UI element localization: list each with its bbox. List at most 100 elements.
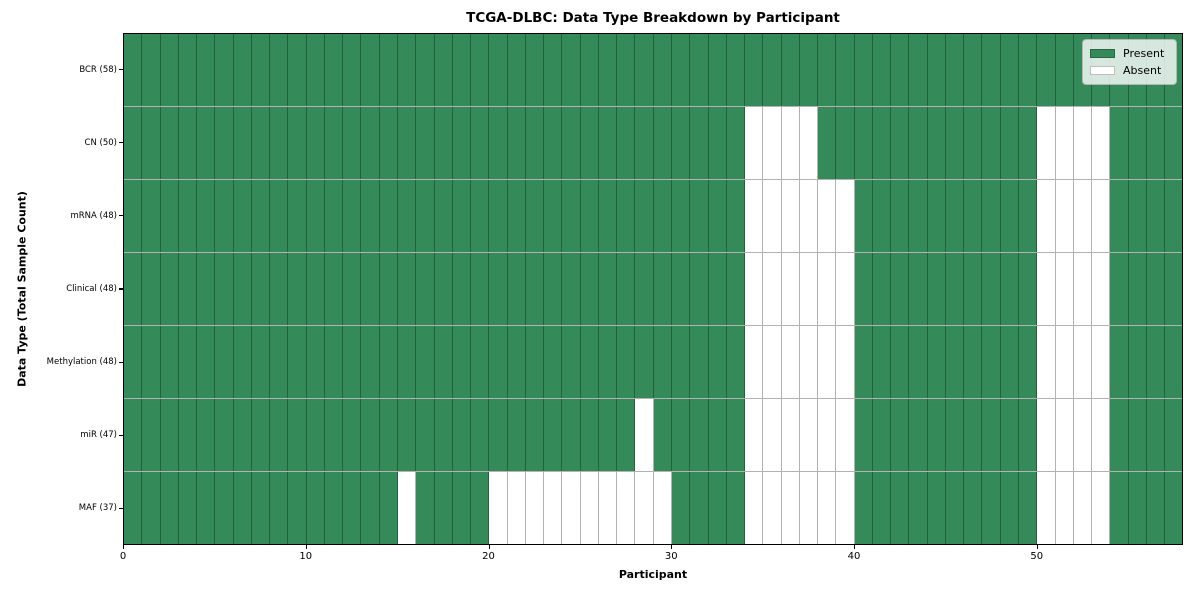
heatmap-cell — [251, 326, 271, 398]
heatmap-cell — [982, 399, 1001, 471]
heatmap-cell — [197, 326, 216, 398]
heatmap-cell — [745, 34, 764, 106]
heatmap-cell — [1055, 180, 1074, 252]
heatmap-cell — [945, 34, 965, 106]
heatmap-cell — [215, 34, 234, 106]
heatmap-cell — [891, 253, 910, 325]
heatmap-row-miR — [124, 399, 1183, 472]
heatmap-cell — [726, 107, 746, 179]
heatmap-cell — [379, 34, 398, 106]
heatmap-cell — [1128, 180, 1147, 252]
heatmap-cell — [690, 326, 709, 398]
plot-area — [123, 33, 1183, 545]
heatmap-cell — [1110, 472, 1129, 544]
heatmap-cell — [343, 107, 362, 179]
heatmap-cell — [215, 253, 234, 325]
heatmap-cell — [580, 34, 599, 106]
heatmap-cell — [763, 326, 782, 398]
heatmap-cell — [306, 399, 325, 471]
heatmap-cell — [799, 34, 819, 106]
legend-item-absent: Absent — [1090, 62, 1169, 79]
heatmap-cell — [763, 399, 782, 471]
heatmap-cell — [653, 472, 672, 544]
x-tick-label: 20 — [482, 551, 495, 562]
x-tick — [854, 545, 856, 549]
heatmap-cell — [361, 107, 380, 179]
heatmap-cell — [1110, 399, 1129, 471]
heatmap-cell — [726, 34, 746, 106]
y-tick — [119, 142, 123, 144]
heatmap-cell — [416, 472, 435, 544]
heatmap-cell — [142, 180, 161, 252]
heatmap-cell — [1128, 472, 1147, 544]
heatmap-cell — [525, 399, 545, 471]
heatmap-cell — [452, 399, 472, 471]
heatmap-cell — [1073, 253, 1093, 325]
heatmap-cell — [799, 107, 819, 179]
heatmap-cell — [763, 472, 782, 544]
heatmap-cell — [178, 399, 198, 471]
heatmap-cell — [1037, 253, 1056, 325]
heatmap-cell — [160, 107, 179, 179]
heatmap-cell — [288, 107, 307, 179]
heatmap-cell — [324, 399, 344, 471]
heatmap-cell — [690, 107, 709, 179]
heatmap-cell — [671, 107, 691, 179]
heatmap-cell — [927, 253, 946, 325]
x-tick — [123, 545, 125, 549]
heatmap-cell — [690, 180, 709, 252]
heatmap-cell — [142, 253, 161, 325]
heatmap-cell — [397, 399, 417, 471]
heatmap-cell — [726, 180, 746, 252]
y-axis-label: Data Type (Total Sample Count) — [15, 191, 29, 387]
heatmap-cell — [397, 180, 417, 252]
heatmap-cell — [671, 253, 691, 325]
heatmap-cell — [142, 326, 161, 398]
legend-item-present: Present — [1090, 45, 1169, 62]
heatmap-cell — [635, 472, 654, 544]
heatmap-cell — [270, 253, 289, 325]
heatmap-cell — [1019, 253, 1038, 325]
heatmap-cell — [891, 34, 910, 106]
heatmap-cell — [598, 107, 618, 179]
heatmap-cell — [635, 107, 654, 179]
heatmap-cell — [197, 399, 216, 471]
heatmap-cell — [964, 399, 983, 471]
heatmap-cell — [233, 399, 252, 471]
heatmap-cell — [544, 180, 563, 252]
heatmap-cell — [178, 326, 198, 398]
heatmap-cell — [653, 326, 672, 398]
heatmap-cell — [781, 326, 800, 398]
heatmap-cell — [434, 107, 453, 179]
heatmap-cell — [471, 253, 490, 325]
heatmap-cell — [288, 34, 307, 106]
heatmap-cell — [671, 472, 691, 544]
heatmap-cell — [452, 34, 472, 106]
heatmap-cell — [598, 34, 618, 106]
heatmap-cell — [434, 472, 453, 544]
heatmap-cell — [1092, 180, 1111, 252]
heatmap-cell — [964, 180, 983, 252]
heatmap-cell — [598, 326, 618, 398]
heatmap-cell — [1019, 326, 1038, 398]
heatmap-cell — [872, 253, 892, 325]
heatmap-cell — [197, 107, 216, 179]
heatmap-cell — [288, 253, 307, 325]
heatmap-cell — [379, 253, 398, 325]
heatmap-cell — [708, 399, 727, 471]
legend-swatch-absent-icon — [1090, 66, 1115, 75]
heatmap-cell — [708, 472, 727, 544]
heatmap-cell — [964, 253, 983, 325]
heatmap-cell — [909, 107, 928, 179]
heatmap-cell — [708, 253, 727, 325]
heatmap-cell — [215, 326, 234, 398]
heatmap-cell — [452, 180, 472, 252]
heatmap-cell — [507, 253, 526, 325]
heatmap-row-Clinical — [124, 253, 1183, 326]
heatmap-cell — [306, 107, 325, 179]
heatmap-cell — [982, 34, 1001, 106]
heatmap-cell — [416, 253, 435, 325]
heatmap-cell — [1000, 399, 1020, 471]
heatmap-cell — [452, 253, 472, 325]
heatmap-cell — [671, 399, 691, 471]
